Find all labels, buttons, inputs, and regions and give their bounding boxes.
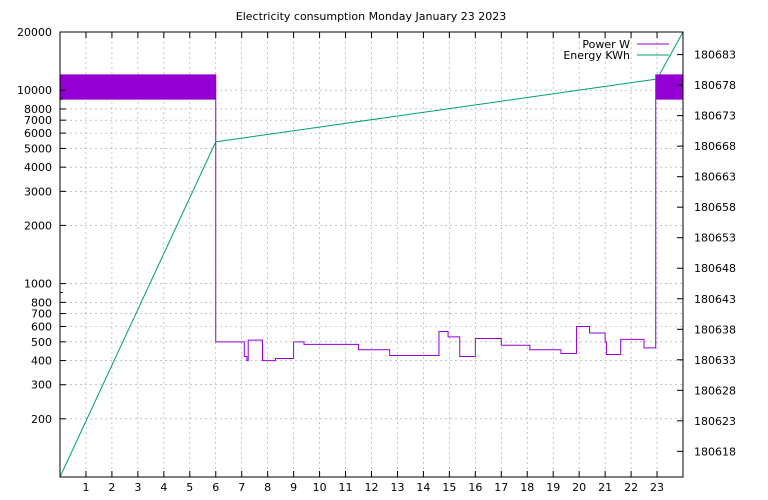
x-tick-label: 8 [264, 481, 271, 494]
x-tick-label: 11 [339, 481, 353, 494]
x-tick-label: 22 [624, 481, 638, 494]
power-band-right [655, 74, 683, 100]
x-tick-label: 15 [442, 481, 456, 494]
energy-line [59, 31, 684, 478]
y-left-tick-label: 300 [31, 379, 52, 392]
y-right-tick-label: 180623 [694, 415, 736, 428]
y-right-tick-label: 180633 [694, 354, 736, 367]
power-band-left [60, 74, 216, 100]
y-right-tick-label: 180658 [694, 201, 736, 214]
y-left-tick-label: 200 [31, 413, 52, 426]
chart-title: Electricity consumption Monday January 2… [236, 10, 506, 23]
series-layer [59, 31, 684, 478]
x-tick-label: 1 [82, 481, 89, 494]
y-left-tick-label: 20000 [17, 26, 52, 39]
x-tick-label: 9 [290, 481, 297, 494]
gridlines [60, 31, 683, 477]
y-left-tick-label: 800 [31, 296, 52, 309]
x-tick-label: 18 [520, 481, 534, 494]
y-left-tick-label: 5000 [24, 142, 52, 155]
y-left-tick-label: 3000 [24, 185, 52, 198]
x-tick-label: 19 [546, 481, 560, 494]
x-tick-label: 14 [416, 481, 430, 494]
y-left-tick-label: 10000 [17, 84, 52, 97]
y-left-tick-label: 8000 [24, 103, 52, 116]
y-right-tick-label: 180643 [694, 293, 736, 306]
y-right-tick-label: 180628 [694, 384, 736, 397]
x-tick-label: 2 [108, 481, 115, 494]
legend: Power W Energy KWh [563, 38, 669, 62]
x-tick-label: 6 [212, 481, 219, 494]
y-left-tick-label: 7000 [24, 114, 52, 127]
y-right-tick-label: 180638 [694, 323, 736, 336]
x-tick-label: 16 [468, 481, 482, 494]
y-right-tick-label: 180618 [694, 445, 736, 458]
y-right-tick-label: 180673 [694, 110, 736, 123]
y-left-tick-label: 400 [31, 355, 52, 368]
y-right-tick-label: 180668 [694, 140, 736, 153]
x-tick-label: 5 [186, 481, 193, 494]
y-left-tick-label: 700 [31, 308, 52, 321]
legend-label-energy: Energy KWh [563, 49, 630, 62]
x-tick-label: 17 [494, 481, 508, 494]
x-tick-label: 7 [238, 481, 245, 494]
y-right-tick-label: 180653 [694, 232, 736, 245]
x-tick-label: 3 [134, 481, 141, 494]
y-right-tick-label: 180683 [694, 49, 736, 62]
x-tick-label: 12 [365, 481, 379, 494]
y-left-tick-label: 1000 [24, 278, 52, 291]
legend-label-power: Power W [582, 38, 630, 51]
x-tick-label: 21 [598, 481, 612, 494]
x-tick-label: 20 [572, 481, 586, 494]
y-left-tick-label: 6000 [24, 127, 52, 140]
x-tick-label: 23 [650, 481, 664, 494]
y-right-tick-label: 180663 [694, 171, 736, 184]
power-line [59, 74, 684, 362]
x-tick-label: 4 [160, 481, 167, 494]
y-right-tick-label: 180678 [694, 79, 736, 92]
y-left-tick-label: 4000 [24, 161, 52, 174]
y-left-tick-label: 500 [31, 336, 52, 349]
x-tick-label: 10 [313, 481, 327, 494]
axes: 1 2 3 4 5 6 7 8 9 10 11 12 13 14 15 16 17 18 19 20 21 22 23200… [17, 26, 736, 494]
x-tick-label: 13 [390, 481, 404, 494]
y-right-tick-label: 180648 [694, 262, 736, 275]
y-left-tick-label: 600 [31, 321, 52, 334]
y-left-tick-label: 2000 [24, 219, 52, 232]
